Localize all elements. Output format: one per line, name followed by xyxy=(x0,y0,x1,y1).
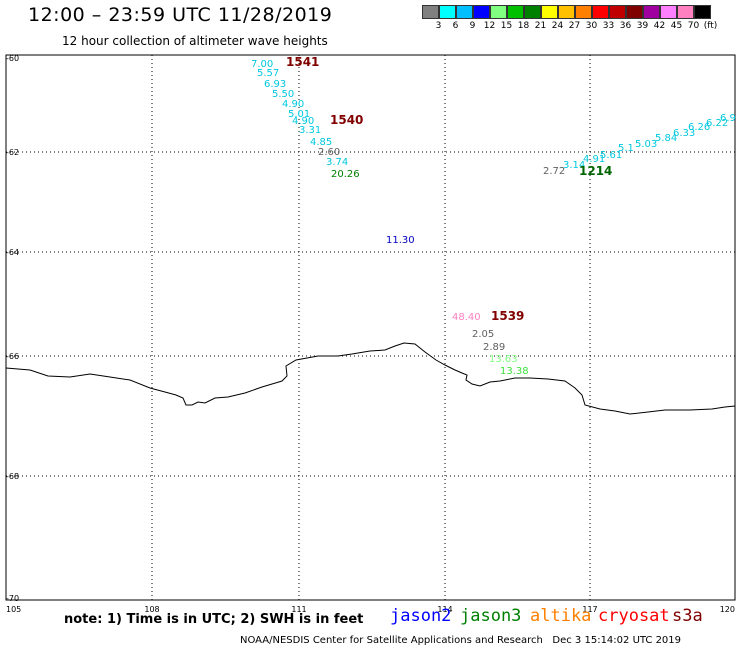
wave-height-value: 7.00 xyxy=(251,59,273,70)
track-id-label: 1541 xyxy=(286,55,319,69)
wave-height-value: 5.61 xyxy=(600,150,622,161)
wave-height-value: 5.57 xyxy=(257,68,279,79)
lon-label: 117 xyxy=(582,605,597,614)
color-legend-label: 18 xyxy=(517,21,530,31)
color-legend-label: 30 xyxy=(585,21,598,31)
color-swatch xyxy=(575,5,592,19)
wave-height-value: 13.38 xyxy=(500,366,529,377)
observations-layer: 7.005.576.935.504.905.014.903.314.852.60… xyxy=(251,59,736,377)
color-legend-label: 6 xyxy=(452,21,459,31)
satellite-s3a: s3a xyxy=(672,606,703,626)
wave-height-value: 2.60 xyxy=(318,147,340,158)
wave-height-value: 5.50 xyxy=(272,89,294,100)
wave-height-value: 6.22 xyxy=(706,118,728,129)
track-id-label: 1539 xyxy=(491,309,524,323)
color-legend-label: 45 xyxy=(670,21,683,31)
color-swatch xyxy=(643,5,660,19)
lat-label: -66 xyxy=(6,352,19,361)
track-id-label: 1214 xyxy=(579,164,612,178)
wave-height-value: 4.90 xyxy=(292,116,314,127)
color-swatch xyxy=(456,5,473,19)
lat-label: -64 xyxy=(6,248,19,257)
page-title: 12:00 – 23:59 UTC 11/28/2019 xyxy=(28,4,333,26)
color-legend-label: 9 xyxy=(469,21,476,31)
wave-height-value: 6.93 xyxy=(264,79,286,90)
color-legend-label: 21 xyxy=(534,21,547,31)
track-id-label: 1540 xyxy=(330,113,363,127)
wave-height-value: 20.26 xyxy=(331,169,360,180)
wave-height-value: 3.74 xyxy=(326,157,348,168)
color-legend-bar xyxy=(422,5,711,19)
lon-label: 111 xyxy=(291,605,306,614)
wave-height-value: 2.72 xyxy=(543,166,565,177)
color-swatch xyxy=(694,5,711,19)
map-frame xyxy=(5,54,736,601)
footer-note: note: 1) Time is in UTC; 2) SWH is in fe… xyxy=(64,612,364,627)
wave-height-value: 6.33 xyxy=(673,128,695,139)
wave-height-value: 4.91 xyxy=(583,154,605,165)
color-legend-label: 70 xyxy=(687,21,700,31)
lat-lon-grid xyxy=(6,55,735,600)
timestamp: Dec 3 15:14:02 UTC 2019 xyxy=(552,635,682,646)
color-legend-label: 3 xyxy=(435,21,442,31)
color-swatch xyxy=(524,5,541,19)
wave-height-value: 5.03 xyxy=(635,139,657,150)
color-swatch xyxy=(626,5,643,19)
lat-label: -60 xyxy=(6,54,19,63)
color-legend-label: 12 xyxy=(483,21,496,31)
lat-label: -68 xyxy=(6,472,19,481)
wave-height-value: 5.84 xyxy=(655,133,677,144)
color-swatch xyxy=(541,5,558,19)
wave-height-value: 13.63 xyxy=(489,354,518,365)
wave-height-value: 3.31 xyxy=(299,125,321,136)
wave-height-value: 6.9 xyxy=(720,113,736,124)
wave-height-value: 3.14 xyxy=(563,160,585,171)
credit-text: NOAA/NESDIS Center for Satellite Applica… xyxy=(240,635,543,646)
wave-height-value: 2.89 xyxy=(483,342,505,353)
color-legend-label: 39 xyxy=(636,21,649,31)
wave-height-value: 4.85 xyxy=(310,137,332,148)
color-swatch xyxy=(558,5,575,19)
color-legend-label: 24 xyxy=(551,21,564,31)
color-swatch xyxy=(592,5,609,19)
satellite-jason2: jason2 xyxy=(390,606,452,626)
credit-line: NOAA/NESDIS Center for Satellite Applica… xyxy=(240,635,681,646)
lon-label: 108 xyxy=(144,605,159,614)
color-legend-label: 36 xyxy=(619,21,632,31)
color-legend-label: 15 xyxy=(500,21,513,31)
lat-label: -70 xyxy=(6,594,19,603)
wave-height-value: 6.26 xyxy=(688,122,710,133)
lon-label: 105 xyxy=(6,605,21,614)
page-subtitle: 12 hour collection of altimeter wave hei… xyxy=(62,34,328,48)
satellite-altika: altika xyxy=(530,606,592,626)
wave-height-value: 5.1 xyxy=(618,143,634,154)
color-swatch xyxy=(677,5,694,19)
color-legend-label: 33 xyxy=(602,21,615,31)
lat-label: -62 xyxy=(6,148,19,157)
wave-height-value: 4.90 xyxy=(282,99,304,110)
coastline xyxy=(5,342,736,415)
satellite-jason3: jason3 xyxy=(460,606,522,626)
satellite-cryosat: cryosat xyxy=(598,606,670,626)
color-legend-label: 27 xyxy=(568,21,581,31)
lon-label: 114 xyxy=(437,605,452,614)
color-swatch xyxy=(473,5,490,19)
color-swatch xyxy=(439,5,456,19)
track-labels: 1541 1540 1214 1539 xyxy=(286,55,612,323)
wave-height-value: 5.01 xyxy=(288,109,310,120)
color-swatch xyxy=(507,5,524,19)
color-legend-label: 42 xyxy=(653,21,666,31)
lon-label: 120 xyxy=(720,605,735,614)
color-swatch xyxy=(609,5,626,19)
wave-height-value: 2.05 xyxy=(472,329,494,340)
color-swatch xyxy=(490,5,507,19)
axis-labels: -60 -62 -64 -66 -68 -70 105 108 111 114 117 120 xyxy=(6,54,735,614)
color-legend-label: (ft) xyxy=(703,21,718,31)
wave-height-value: 48.40 xyxy=(452,312,481,323)
color-swatch xyxy=(660,5,677,19)
color-swatch xyxy=(422,5,439,19)
wave-height-value: 11.30 xyxy=(386,235,415,246)
